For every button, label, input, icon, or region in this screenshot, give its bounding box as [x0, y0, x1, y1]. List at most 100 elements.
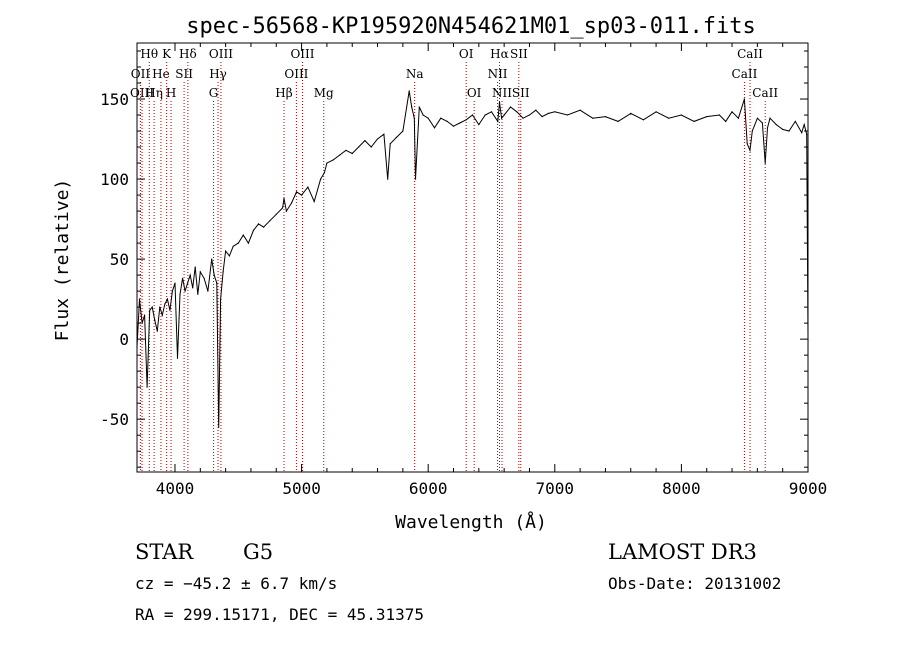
data-point: [706, 116, 708, 118]
data-point: [554, 111, 556, 113]
data-point: [290, 202, 293, 204]
data-point: [242, 234, 244, 236]
redshift-value: cz = −45.2 ± 6.7 km/s: [135, 574, 337, 593]
line-marker-label: OI: [467, 86, 482, 100]
y-tick-label: 150: [100, 90, 129, 109]
data-point: [376, 138, 379, 140]
x-tick-label: 9000: [789, 479, 828, 498]
data-point: [617, 120, 619, 122]
x-tick-label: 5000: [282, 479, 321, 498]
observation-date: Obs-Date: 20131002: [608, 574, 781, 593]
data-point: [592, 117, 594, 119]
data-point: [301, 194, 303, 196]
object-class: STAR: [135, 540, 194, 564]
data-point: [484, 114, 486, 116]
data-point: [220, 298, 222, 300]
data-point: [418, 106, 420, 108]
data-point: [737, 117, 740, 119]
data-point: [159, 306, 161, 308]
line-marker-label: H: [166, 86, 176, 100]
data-point: [501, 117, 503, 119]
line-marker-label: NII: [492, 86, 512, 100]
line-marker-label: Hγ: [209, 67, 227, 81]
line-marker-label: SII: [175, 67, 193, 81]
data-point: [579, 109, 581, 111]
data-point: [216, 282, 218, 284]
data-point: [731, 111, 733, 113]
data-point: [541, 116, 543, 118]
data-point: [269, 220, 271, 222]
line-marker-label: SII: [512, 86, 530, 100]
line-marker-label: OIII: [284, 67, 308, 81]
data-point: [395, 136, 398, 138]
data-point: [275, 213, 277, 215]
data-point: [154, 319, 156, 321]
data-point: [725, 120, 727, 122]
y-tick-label: 100: [100, 170, 129, 189]
line-marker-label: NII: [488, 67, 508, 81]
data-point: [252, 229, 255, 231]
data-point: [630, 112, 632, 114]
data-point: [756, 117, 759, 119]
data-point: [414, 178, 417, 180]
line-marker-label: K: [162, 47, 172, 61]
data-point: [144, 314, 146, 316]
data-point: [345, 149, 347, 151]
data-point: [192, 287, 194, 289]
data-point: [389, 143, 391, 145]
y-tick-label: 50: [110, 250, 129, 269]
plot-frame: [136, 42, 809, 473]
data-point: [199, 271, 201, 273]
data-point: [490, 111, 493, 113]
axes: 4000 5000 6000 7000 8000 9000 -50 0 50 100 150: [100, 43, 827, 498]
y-tick-label: 0: [119, 330, 129, 349]
data-point: [604, 116, 607, 118]
line-marker-label: SII: [510, 47, 528, 61]
data-point: [295, 191, 298, 193]
data-point: [282, 207, 284, 209]
data-point: [497, 120, 499, 122]
data-point: [803, 124, 805, 126]
data-point: [326, 162, 328, 164]
line-marker-label: Hα: [490, 47, 509, 61]
line-marker-label: OI: [459, 47, 474, 61]
line-marker-label: CaII: [752, 86, 778, 100]
data-point: [228, 255, 230, 257]
line-marker-label: He: [152, 67, 170, 81]
coordinates: RA = 299.15171, DEC = 45.31375: [135, 605, 424, 624]
data-point: [413, 117, 415, 119]
data-point: [197, 293, 199, 295]
data-point: [782, 128, 784, 130]
data-point: [182, 277, 184, 279]
data-point: [794, 120, 796, 122]
data-point: [503, 114, 505, 116]
data-point: [433, 127, 436, 129]
chart-title: spec-56568-KP195920N454621M01_sp03-011.f…: [186, 14, 756, 39]
data-point: [161, 314, 163, 316]
data-point: [184, 290, 186, 292]
data-point: [775, 124, 777, 126]
line-marker-label: OII: [131, 67, 151, 81]
data-point: [387, 178, 389, 180]
y-tick-label: -50: [100, 410, 129, 429]
line-marker-label: Hη: [145, 86, 163, 100]
data-point: [169, 309, 171, 311]
line-marker-label: OIII: [209, 47, 233, 61]
data-point: [680, 114, 683, 116]
data-point: [427, 117, 429, 119]
series-layer: [136, 90, 809, 428]
line-marker-label: G: [209, 86, 219, 100]
data-point: [516, 111, 518, 113]
data-point: [751, 130, 753, 132]
data-point: [247, 242, 249, 244]
data-point: [174, 282, 176, 284]
data-point: [522, 117, 524, 119]
data-point: [801, 132, 803, 134]
data-point: [179, 293, 181, 295]
data-point: [263, 226, 265, 228]
data-point: [498, 101, 501, 103]
data-point: [766, 127, 769, 129]
data-point: [176, 357, 179, 359]
